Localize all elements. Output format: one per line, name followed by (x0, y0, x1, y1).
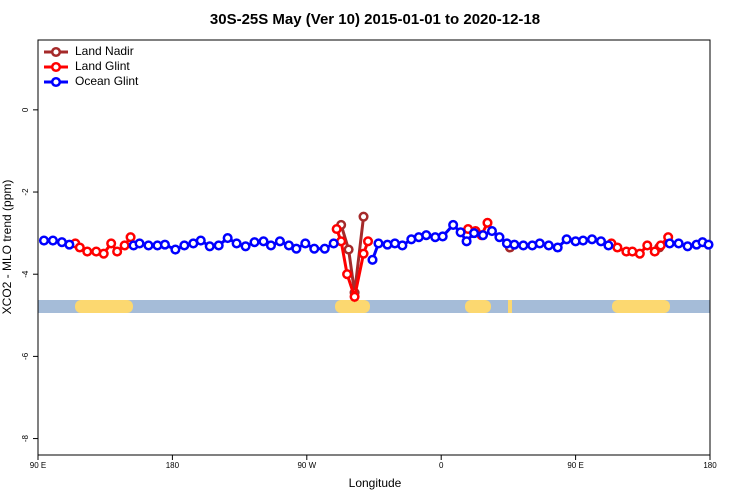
data-point (455, 227, 466, 238)
x-tick-label: 90 W (297, 461, 316, 470)
y-tick-label: 0 (21, 107, 30, 112)
y-axis-label: XCO2 - MLO trend (ppm) (0, 180, 14, 315)
data-point (159, 239, 170, 250)
data-point (421, 230, 432, 241)
land-strip (465, 300, 491, 313)
data-point (373, 238, 384, 249)
ocean-strip (38, 300, 710, 313)
data-point (240, 241, 251, 252)
data-point (362, 236, 374, 247)
y-tick-label: -6 (21, 352, 30, 360)
data-point (482, 217, 493, 228)
legend-marker (50, 76, 62, 88)
data-point (204, 241, 215, 252)
data-point (231, 238, 242, 249)
data-point (561, 234, 572, 245)
data-point (342, 269, 353, 280)
data-point (300, 238, 311, 249)
data-point (461, 236, 472, 247)
data-point (612, 242, 623, 253)
data-point (328, 238, 339, 249)
data-point (291, 243, 302, 254)
data-point (534, 238, 545, 249)
data-point (703, 239, 714, 250)
data-point (319, 243, 330, 254)
data-point (595, 236, 607, 247)
data-point (367, 254, 378, 265)
data-point (249, 237, 260, 248)
data-point (309, 243, 320, 254)
legend-marker (50, 61, 62, 73)
chart-title: 30S-25S May (Ver 10) 2015-01-01 to 2020-… (210, 11, 540, 28)
data-point (134, 238, 145, 249)
data-point (265, 240, 277, 251)
data-point (543, 240, 554, 251)
data-point (469, 228, 480, 239)
data-point (213, 240, 224, 251)
data-point (64, 239, 75, 250)
data-point (603, 240, 614, 251)
data-point (98, 248, 109, 259)
x-tick-label: 0 (439, 461, 444, 470)
data-point (358, 211, 369, 222)
data-point (38, 235, 50, 246)
data-point (586, 234, 598, 245)
x-tick-label: 180 (166, 461, 180, 470)
data-point (682, 241, 693, 252)
data-point (349, 291, 360, 302)
legend-marker (50, 46, 62, 58)
surface-strip (38, 300, 710, 313)
legend-label: Ocean Glint (75, 74, 139, 88)
data-point (112, 246, 123, 257)
data-point (437, 231, 448, 242)
data-point (649, 246, 660, 257)
data-point (143, 240, 154, 251)
legend-label: Land Nadir (75, 44, 134, 58)
data-point (673, 238, 684, 249)
data-point (358, 248, 369, 259)
data-point (397, 240, 408, 251)
data-point (518, 240, 529, 251)
data-point (578, 235, 589, 246)
data-point (274, 236, 285, 247)
data-point (170, 244, 181, 255)
data-point (642, 240, 653, 251)
land-strip (508, 300, 512, 313)
data-point (179, 240, 190, 251)
data-point (494, 232, 505, 243)
land-strip (335, 300, 370, 313)
x-tick-label: 90 E (30, 461, 46, 470)
data-point (74, 242, 85, 253)
data-point (125, 232, 136, 243)
data-point (47, 235, 58, 246)
data-point (486, 226, 498, 237)
data-point (634, 248, 645, 259)
data-point (552, 242, 563, 253)
land-strip (75, 300, 133, 313)
y-tick-label: -8 (21, 434, 30, 442)
data-point (509, 239, 520, 250)
data-point (106, 238, 117, 249)
data-point (258, 236, 269, 247)
data-point (343, 244, 354, 255)
data-point (331, 223, 342, 235)
x-tick-label: 180 (703, 461, 717, 470)
y-tick-label: -4 (21, 270, 30, 278)
legend-label: Land Glint (75, 59, 130, 73)
data-point (448, 219, 459, 230)
x-axis-label: Longitude (349, 476, 402, 490)
data-point (82, 246, 93, 257)
land-strip (612, 300, 670, 313)
data-point (222, 232, 233, 244)
data-point (119, 240, 130, 251)
data-point (655, 240, 666, 251)
y-tick-label: -2 (21, 188, 30, 196)
x-tick-label: 90 E (567, 461, 583, 470)
data-point (195, 235, 206, 246)
data-point (477, 230, 489, 241)
data-point (664, 238, 675, 249)
